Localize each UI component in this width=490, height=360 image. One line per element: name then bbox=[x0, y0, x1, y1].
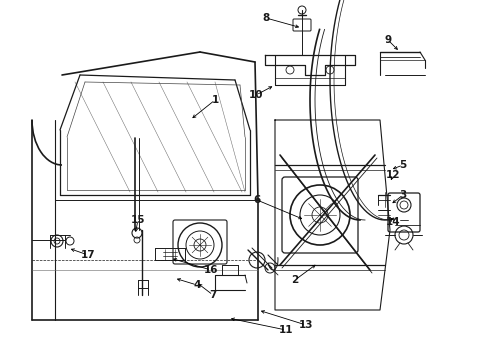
Text: 15: 15 bbox=[131, 215, 145, 225]
Text: 6: 6 bbox=[253, 195, 261, 205]
Text: 4: 4 bbox=[194, 280, 201, 290]
Text: 3: 3 bbox=[399, 190, 407, 200]
Text: 1: 1 bbox=[211, 95, 219, 105]
Text: 7: 7 bbox=[209, 290, 217, 300]
Text: 17: 17 bbox=[81, 250, 96, 260]
Text: 8: 8 bbox=[262, 13, 270, 23]
Text: 13: 13 bbox=[299, 320, 313, 330]
Text: 14: 14 bbox=[386, 217, 400, 227]
Text: 9: 9 bbox=[385, 35, 392, 45]
Text: 11: 11 bbox=[279, 325, 293, 335]
Text: 12: 12 bbox=[386, 170, 400, 180]
Text: 16: 16 bbox=[204, 265, 218, 275]
Text: 5: 5 bbox=[399, 160, 407, 170]
Text: 2: 2 bbox=[292, 275, 298, 285]
Text: 10: 10 bbox=[249, 90, 263, 100]
